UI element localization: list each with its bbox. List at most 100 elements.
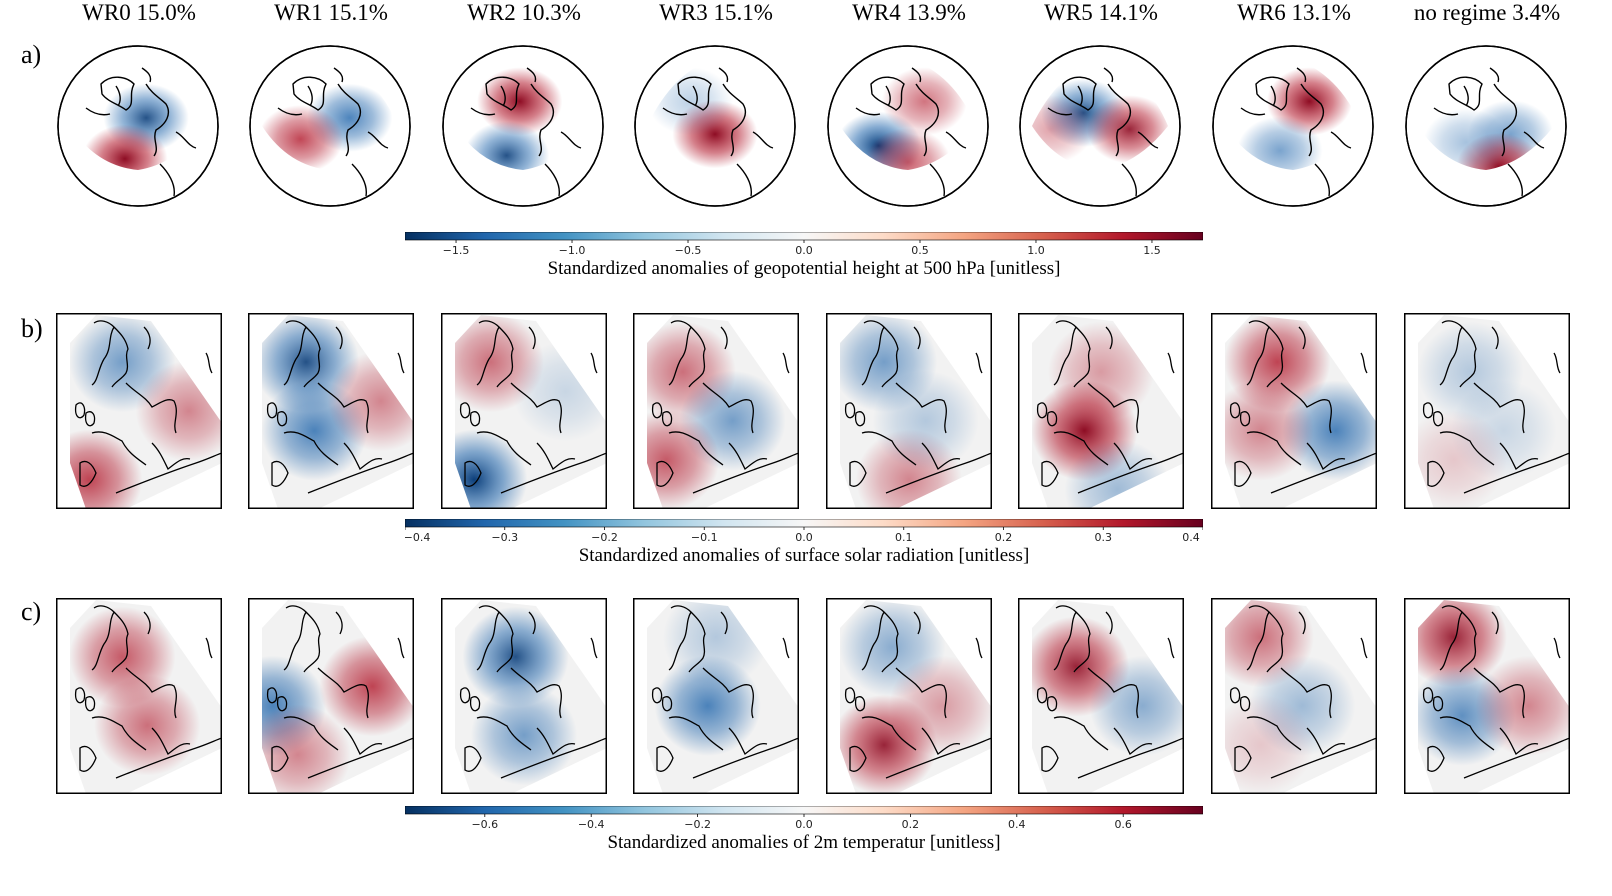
- colorbar-tick-label: 0.0: [795, 244, 813, 257]
- colorbar-tick-label: 0.1: [895, 531, 913, 544]
- anomaly-blob: [1047, 321, 1155, 422]
- coastline: [266, 605, 414, 779]
- anomaly-blob: [1032, 95, 1094, 164]
- ssr-map-no-regime: [1404, 313, 1570, 509]
- ssr-map-wr1: [248, 313, 414, 509]
- row-label: a): [21, 40, 42, 69]
- colorbar-tick-label: −0.2: [684, 818, 711, 831]
- colorbar: −1.5 −1.0 −0.5 0.0 0.5 1.0 1.5: [405, 232, 1203, 258]
- ssr-map-wr0: [56, 313, 222, 509]
- colorbar-tick-label: 1.0: [1027, 244, 1045, 257]
- t2m-map-wr6: [1211, 598, 1377, 794]
- colorbar-tick-label: −0.1: [691, 531, 718, 544]
- anomaly-blob: [455, 429, 528, 509]
- colorbar-tick-label: −1.0: [559, 244, 586, 257]
- ssr-map-wr4: [826, 313, 992, 509]
- colorbar-gradient: [405, 232, 1203, 241]
- colorbar-tick-label: 0.3: [1095, 531, 1113, 544]
- colorbar-gradient: [405, 806, 1203, 815]
- anomaly-blob: [889, 655, 992, 756]
- anomaly-blob: [1418, 409, 1507, 509]
- coastline: [459, 605, 607, 779]
- t2m-map-wr2: [441, 598, 607, 794]
- anomaly-blob: [470, 685, 578, 786]
- anomaly-blob: [1225, 380, 1314, 481]
- anomaly-blob: [647, 409, 720, 509]
- coastline: [662, 67, 774, 197]
- anomaly-blob: [1225, 694, 1314, 794]
- row-label: b): [21, 314, 43, 343]
- colorbar-title: Standardized anomalies of surface solar …: [578, 545, 1030, 566]
- colorbar-tick-label: 0.4: [1008, 818, 1026, 831]
- anomaly-blob: [477, 67, 563, 136]
- coastline: [74, 605, 222, 779]
- z500-map-wr3: [634, 45, 796, 207]
- anomaly-blob: [70, 429, 143, 509]
- coastline: [277, 67, 389, 197]
- coastline: [1047, 67, 1159, 197]
- coastline: [1229, 320, 1377, 494]
- ssr-map-wr2: [441, 313, 607, 509]
- regime-title: WR0 15.0%: [82, 0, 196, 25]
- z500-map-wr6: [1212, 45, 1374, 207]
- colorbar-tick-label: 0.2: [995, 531, 1013, 544]
- colorbar-tick-label: −0.4: [405, 531, 430, 544]
- coastline: [1036, 605, 1184, 779]
- t2m-map-wr1: [248, 598, 414, 794]
- anomaly-blob: [872, 370, 979, 471]
- colorbar-tick-label: −0.2: [591, 531, 618, 544]
- z500-map-no-regime: [1405, 45, 1567, 207]
- t2m-map-no-regime: [1404, 598, 1570, 794]
- z500-map-wr0: [57, 45, 219, 207]
- regime-title: WR3 15.1%: [659, 0, 773, 25]
- anomaly-blob: [94, 675, 201, 776]
- z500-map-wr5: [1019, 45, 1181, 207]
- t2m-map-wr5: [1018, 598, 1184, 794]
- coastline: [1422, 605, 1570, 779]
- row-label: c): [21, 597, 42, 626]
- coastline: [844, 320, 992, 494]
- z500-map-wr1: [249, 45, 411, 207]
- t2m-map-wr0: [56, 598, 222, 794]
- colorbar-tick-label: −0.4: [578, 818, 605, 831]
- coastline: [1036, 320, 1184, 494]
- anomaly-blob: [865, 127, 951, 170]
- z500-map-wr4: [827, 45, 989, 207]
- coastline: [470, 67, 582, 197]
- anomaly-blob: [82, 124, 168, 170]
- colorbar-tick-label: −0.3: [491, 531, 518, 544]
- coastline: [459, 320, 607, 494]
- coastline: [844, 605, 992, 779]
- coastline: [266, 320, 414, 494]
- colorbar-title: Standardized anomalies of geopotential h…: [547, 258, 1061, 279]
- colorbar-tick-label: 0.6: [1114, 818, 1132, 831]
- t2m-map-wr3: [633, 598, 799, 794]
- colorbar-tick-label: −0.5: [675, 244, 702, 257]
- colorbar-tick-label: 0.0: [795, 818, 813, 831]
- ssr-map-wr6: [1211, 313, 1377, 509]
- ssr-map-wr5: [1018, 313, 1184, 509]
- colorbar-tick-label: 0.4: [1182, 531, 1200, 544]
- coastline: [1433, 67, 1545, 197]
- colorbar: −0.4 −0.3 −0.2 −0.1 0.0 0.1 0.2 0.3 0.4: [405, 519, 1203, 545]
- ssr-map-wr3: [633, 313, 799, 509]
- colorbar-gradient: [405, 519, 1203, 528]
- colorbar-tick-label: 0.5: [911, 244, 929, 257]
- coastline: [651, 605, 799, 779]
- coastline: [74, 320, 222, 494]
- colorbar-tick-label: −0.6: [471, 818, 498, 831]
- coastline: [1422, 320, 1570, 494]
- coastline: [1229, 605, 1377, 779]
- regime-title: no regime 3.4%: [1413, 0, 1561, 25]
- colorbar-tick-label: 0.0: [795, 531, 813, 544]
- coastline: [651, 320, 799, 494]
- coastline: [855, 67, 967, 197]
- regime-title: WR1 15.1%: [274, 0, 388, 25]
- regime-title: WR6 13.1%: [1237, 0, 1351, 25]
- colorbar-tick-label: 1.5: [1143, 244, 1161, 257]
- coastline: [1240, 67, 1352, 197]
- coastline: [85, 67, 197, 197]
- z500-map-wr2: [442, 45, 604, 207]
- regime-title: WR4 13.9%: [852, 0, 966, 25]
- regime-title: WR2 10.3%: [467, 0, 581, 25]
